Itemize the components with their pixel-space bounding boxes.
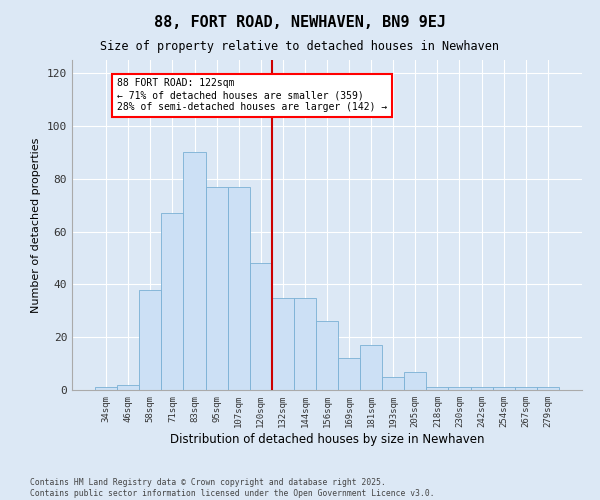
Bar (95, 388, 117, 390)
Bar (338, 358, 360, 390)
Bar (382, 377, 404, 390)
Bar (117, 384, 139, 390)
Text: Size of property relative to detached houses in Newhaven: Size of property relative to detached ho… (101, 40, 499, 53)
Bar (272, 298, 294, 390)
Bar (184, 152, 206, 390)
Bar (316, 322, 338, 390)
Bar (537, 388, 559, 390)
Bar (493, 388, 515, 390)
X-axis label: Distribution of detached houses by size in Newhaven: Distribution of detached houses by size … (170, 432, 484, 446)
Bar (139, 290, 161, 390)
Bar (515, 388, 537, 390)
Bar (161, 213, 184, 390)
Text: 88 FORT ROAD: 122sqm
← 71% of detached houses are smaller (359)
28% of semi-deta: 88 FORT ROAD: 122sqm ← 71% of detached h… (117, 78, 388, 112)
Bar (360, 345, 382, 390)
Bar (427, 388, 448, 390)
Bar (250, 264, 272, 390)
Text: 88, FORT ROAD, NEWHAVEN, BN9 9EJ: 88, FORT ROAD, NEWHAVEN, BN9 9EJ (154, 15, 446, 30)
Bar (470, 388, 493, 390)
Bar (404, 372, 427, 390)
Y-axis label: Number of detached properties: Number of detached properties (31, 138, 41, 312)
Bar (227, 186, 250, 390)
Bar (448, 388, 470, 390)
Text: Contains HM Land Registry data © Crown copyright and database right 2025.
Contai: Contains HM Land Registry data © Crown c… (30, 478, 434, 498)
Bar (294, 298, 316, 390)
Bar (206, 186, 227, 390)
